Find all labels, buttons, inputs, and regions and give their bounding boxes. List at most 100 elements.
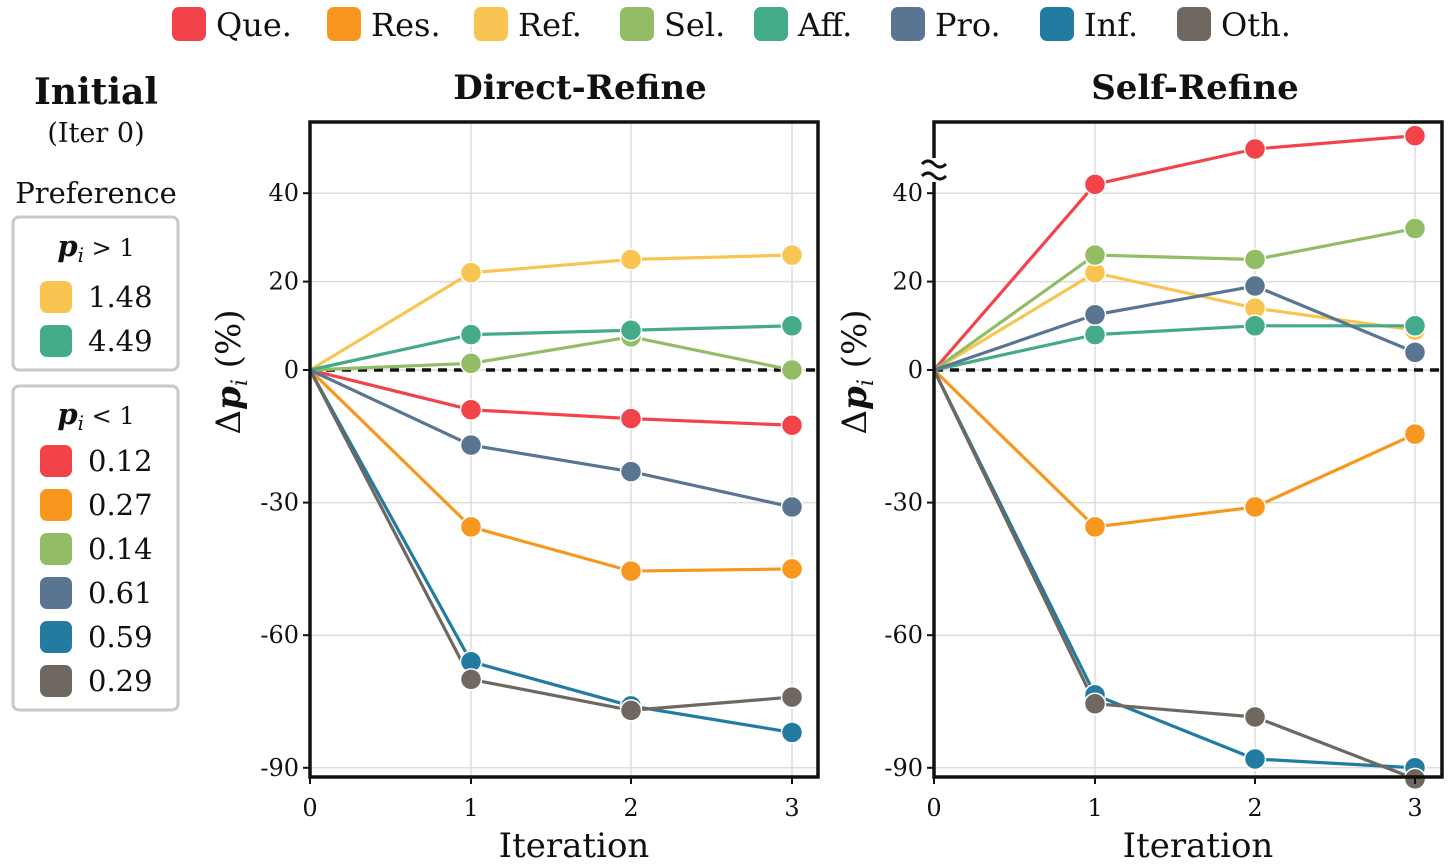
pref-swatch-sel — [40, 533, 72, 565]
self-refine-line-sel — [933, 226, 1416, 372]
direct-refine-xtick-label-1: 1 — [463, 794, 478, 822]
direct-refine-xtick-label-2: 2 — [623, 794, 638, 822]
self-refine-line-res — [932, 368, 1416, 529]
pref-swatch-ref — [40, 281, 72, 313]
direct-refine-point-sel-1 — [459, 352, 483, 375]
pref-swatch-inf — [40, 621, 72, 653]
legend: Que. Res. Ref. Sel. Aff. Pro. Inf. Oth. — [172, 6, 1291, 44]
self-refine-line-oth — [932, 369, 1416, 781]
direct-refine-point-res-3 — [780, 557, 804, 581]
self-refine-point-oth-1 — [1083, 692, 1107, 715]
self-refine-line-aff — [933, 324, 1415, 372]
legend-swatch-aff — [754, 7, 788, 41]
self-refine-xtick-label-2: 2 — [1247, 794, 1262, 822]
direct-refine-point-aff-1 — [459, 323, 483, 346]
self-refine-title: Self-Refine — [1091, 68, 1299, 108]
direct-refine-point-oth-1 — [459, 668, 483, 691]
direct-refine-point-inf-3 — [780, 721, 804, 744]
legend-label-que: Que. — [216, 6, 292, 44]
group-high-header: pi > 1 — [57, 229, 134, 267]
direct-refine-point-pro-2 — [619, 460, 643, 483]
legend-label-inf: Inf. — [1084, 6, 1138, 44]
pref-value-pro: 0.61 — [88, 576, 153, 610]
legend-swatch-oth — [1177, 7, 1211, 41]
direct-refine-point-sel-3 — [780, 358, 804, 382]
direct-refine-point-ref-3 — [780, 243, 804, 267]
pref-swatch-res — [40, 489, 72, 521]
self-refine-point-oth-2 — [1243, 705, 1267, 729]
direct-refine-ytick-label-0: 0 — [284, 356, 299, 384]
direct-refine-point-aff-2 — [619, 318, 643, 342]
self-refine-ytick-label-60: -60 — [884, 621, 923, 649]
preference-label: Preference — [15, 176, 177, 210]
direct-refine-point-que-2 — [619, 407, 643, 430]
pref-swatch-que — [40, 445, 72, 477]
group-low-header: pi < 1 — [57, 397, 134, 435]
pref-value-aff: 4.49 — [88, 324, 153, 358]
legend-label-aff: Aff. — [797, 6, 852, 44]
direct-refine-line-aff — [309, 324, 793, 372]
pref-value-que: 0.12 — [88, 444, 153, 478]
self-refine-point-pro-1 — [1083, 303, 1107, 326]
direct-refine-line-pro — [309, 368, 793, 509]
self-refine-point-res-3 — [1403, 422, 1427, 446]
legend-swatch-que — [172, 7, 206, 41]
self-refine-line-pro — [933, 284, 1416, 372]
self-refine-point-pro-3 — [1403, 341, 1427, 364]
direct-refine-line-que — [309, 368, 793, 427]
self-refine-ytick-label-30: -30 — [884, 489, 923, 517]
legend-swatch-ref — [474, 7, 508, 41]
direct-refine-xtick-label-3: 3 — [784, 794, 799, 822]
self-refine-frame — [932, 120, 1444, 779]
self-refine-point-res-2 — [1243, 495, 1267, 519]
self-refine-point-sel-3 — [1403, 217, 1427, 240]
self-refine-axis-break-mark-a — [920, 159, 948, 169]
direct-refine-ytick-label-40: 40 — [268, 179, 299, 207]
pref-value-oth: 0.29 — [88, 664, 153, 698]
direct-refine-point-res-1 — [459, 515, 483, 539]
self-refine-xlabel: Iteration — [1123, 826, 1274, 864]
direct-refine-line-res — [308, 368, 793, 573]
self-refine-point-pro-2 — [1243, 274, 1267, 298]
self-refine-axis-break-mark-b — [920, 171, 948, 181]
direct-refine-point-oth-2 — [619, 699, 643, 722]
side-panel: Initial (Iter 0) Preference pi > 1 1.48 4.49 p… — [11, 71, 180, 712]
self-refine-ytick-label-20: 20 — [892, 268, 923, 296]
direct-refine-point-ref-1 — [459, 261, 483, 285]
self-refine-xtick-label-1: 1 — [1087, 794, 1102, 822]
direct-refine-xlabel: Iteration — [499, 826, 650, 864]
direct-refine-point-oth-3 — [780, 685, 804, 709]
direct-refine-line-ref — [309, 253, 793, 372]
self-refine-axis-break-gap — [925, 158, 943, 182]
direct-refine-ytick-label-90: -90 — [260, 754, 299, 782]
pref-value-sel: 0.14 — [88, 532, 153, 566]
pref-value-res: 0.27 — [88, 488, 153, 522]
self-refine-ytick-label-40: 40 — [892, 179, 923, 207]
self-refine-xtick-label-0: 0 — [926, 794, 941, 822]
legend-swatch-res — [327, 7, 361, 41]
self-refine-xtick-label-3: 3 — [1407, 794, 1422, 822]
self-refine-point-res-1 — [1083, 515, 1107, 539]
pref-swatch-pro — [40, 577, 72, 609]
direct-refine-frame — [308, 120, 820, 779]
self-refine-point-que-2 — [1243, 137, 1267, 161]
direct-refine-point-que-3 — [780, 414, 804, 437]
direct-refine-point-que-1 — [459, 398, 483, 422]
self-refine-point-que-3 — [1403, 124, 1427, 147]
self-refine-ytick-label-90: -90 — [884, 754, 923, 782]
self-refine-point-sel-1 — [1083, 243, 1107, 267]
self-refine-point-que-1 — [1083, 173, 1107, 196]
direct-refine-point-aff-3 — [780, 314, 804, 338]
direct-refine-line-oth — [308, 369, 793, 712]
pref-value-ref: 1.48 — [88, 280, 153, 314]
direct-refine-ytick-label-20: 20 — [268, 268, 299, 296]
direct-refine-point-ref-2 — [619, 248, 643, 271]
self-refine-line-que — [932, 134, 1416, 372]
direct-refine-point-pro-1 — [459, 433, 483, 457]
side-subtitle: (Iter 0) — [47, 118, 144, 149]
direct-refine-ylabel: Δpi (%) — [209, 309, 253, 434]
legend-label-oth: Oth. — [1221, 6, 1291, 44]
legend-swatch-inf — [1040, 7, 1074, 41]
